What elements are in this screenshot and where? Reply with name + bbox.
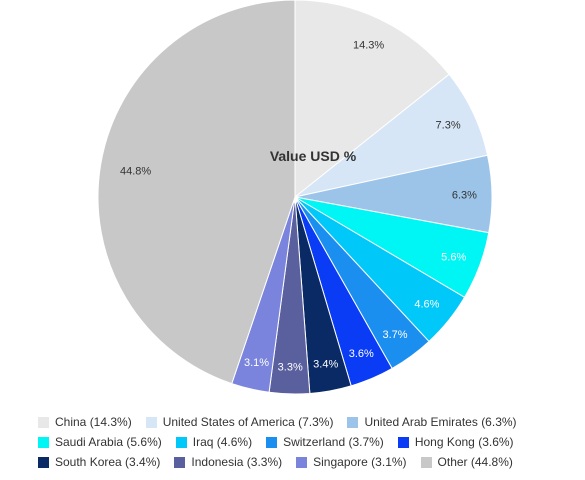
legend-item: Iraq (4.6%) [175, 435, 253, 449]
legend-label: Switzerland (3.7%) [283, 435, 384, 449]
legend-item: Saudi Arabia (5.6%) [38, 435, 162, 449]
pie-slices [97, 0, 493, 395]
legend-label: Saudi Arabia (5.6%) [55, 435, 162, 449]
legend-label: China (14.3%) [55, 415, 132, 429]
chart-legend: China (14.3%) United States of America (7… [38, 412, 578, 472]
legend-row: China (14.3%) United States of America (7… [38, 412, 578, 432]
legend-swatch [347, 416, 359, 428]
legend-item: Singapore (3.1%) [296, 455, 407, 469]
data-label: 44.8% [120, 166, 151, 178]
data-label: 3.7% [382, 329, 407, 341]
legend-item: Other (44.8%) [420, 455, 513, 469]
legend-label: Singapore (3.1%) [313, 455, 407, 469]
legend-swatch [296, 456, 308, 468]
legend-row: Saudi Arabia (5.6%) Iraq (4.6%) Switzerlan… [38, 432, 578, 452]
legend-swatch [174, 456, 186, 468]
data-label: 7.3% [436, 119, 461, 131]
legend-swatch [420, 456, 432, 468]
legend-swatch [175, 436, 187, 448]
legend-swatch [145, 416, 157, 428]
legend-row: South Korea (3.4%) Indonesia (3.3%) Singap… [38, 452, 578, 472]
pie-slice-other [97, 0, 296, 385]
legend-swatch [38, 416, 49, 428]
legend-item: United States of America (7.3%) [145, 415, 334, 429]
legend-label: Iraq (4.6%) [192, 435, 253, 449]
legend-label: United States of America (7.3%) [162, 415, 334, 429]
data-label: 3.1% [244, 357, 269, 369]
legend-label: South Korea (3.4%) [55, 455, 161, 469]
legend-item: Switzerland (3.7%) [266, 435, 384, 449]
data-label: 5.6% [441, 251, 466, 263]
legend-swatch [38, 456, 49, 468]
data-label: 4.6% [414, 298, 439, 310]
legend-swatch [38, 436, 49, 448]
pie-chart: 14.3% 7.3% 6.3% 5.6% 4.6% 3.7% 3.6% 3.4% 3.3% 3.1… [97, 0, 493, 395]
legend-label: Other (44.8%) [437, 455, 513, 469]
legend-swatch [397, 436, 409, 448]
legend-item: Indonesia (3.3%) [174, 455, 282, 469]
data-label: 14.3% [353, 39, 384, 51]
data-label: 3.3% [278, 361, 303, 373]
data-label: 6.3% [452, 189, 477, 201]
chart-title: Value USD % [270, 148, 357, 164]
pie-labels: 14.3% 7.3% 6.3% 5.6% 4.6% 3.7% 3.6% 3.4% 3.3% 3.1… [120, 39, 477, 373]
legend-item: China (14.3%) [38, 415, 132, 429]
legend-swatch [266, 436, 278, 448]
legend-item: South Korea (3.4%) [38, 455, 160, 469]
pie-slice-china [294, 0, 450, 199]
legend-label: United Arab Emirates (6.3%) [364, 415, 517, 429]
legend-item: United Arab Emirates (6.3%) [347, 415, 517, 429]
legend-item: Hong Kong (3.6%) [397, 435, 514, 449]
legend-label: Hong Kong (3.6%) [414, 435, 514, 449]
data-label: 3.6% [349, 348, 374, 360]
legend-label: Indonesia (3.3%) [191, 455, 283, 469]
data-label: 3.4% [313, 359, 338, 371]
